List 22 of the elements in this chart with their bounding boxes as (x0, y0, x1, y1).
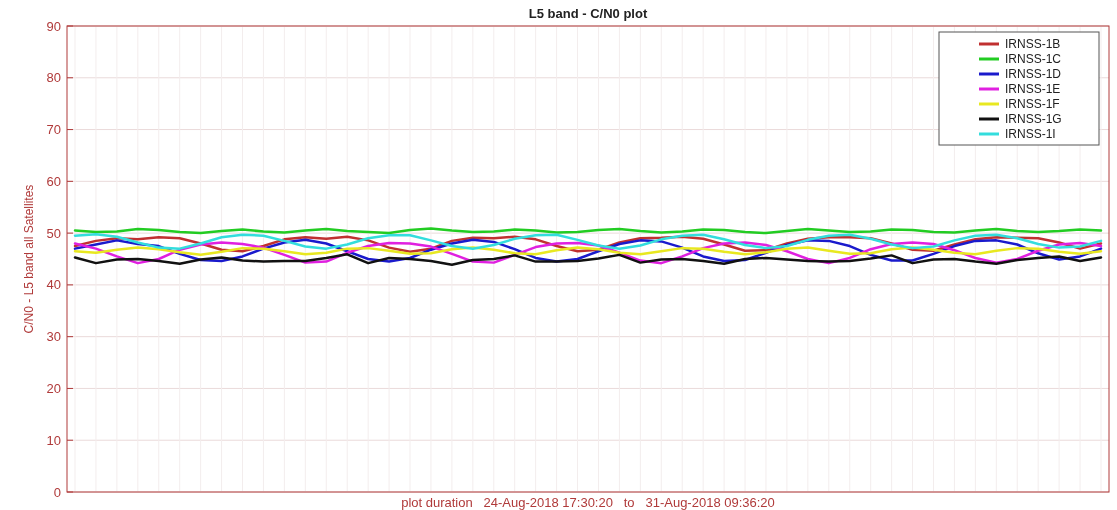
legend-label: IRNSS-1C (1005, 52, 1062, 67)
legend-label: IRNSS-1E (1005, 82, 1061, 97)
legend-label: IRNSS-1I (1005, 127, 1056, 142)
legend-label: IRNSS-1G (1005, 112, 1062, 127)
y-tick-label: 60 (46, 173, 61, 189)
y-tick-label: 10 (46, 432, 61, 448)
x-axis-title: plot duration 24-Aug-2018 17:30:20 to 31-Aug-2018 09:36:20 (401, 495, 775, 510)
chart-title: L5 band - C/N0 plot (528, 6, 648, 21)
y-tick-label: 30 (46, 329, 61, 345)
y-tick-label: 80 (46, 70, 61, 86)
y-tick-label: 50 (46, 225, 61, 241)
legend-label: IRNSS-1D (1005, 67, 1062, 82)
y-tick-label: 90 (46, 18, 61, 34)
y-tick-label: 40 (46, 277, 61, 293)
y-axis-title: C/N0 - L5 band all Satellites (22, 184, 36, 334)
y-tick-label: 20 (46, 380, 61, 396)
legend-label: IRNSS-1B (1005, 37, 1061, 52)
line-series (73, 253, 1103, 266)
y-tick-label: 0 (53, 484, 61, 500)
y-tick-label: 70 (46, 122, 61, 138)
legend-label: IRNSS-1F (1005, 97, 1060, 112)
line-series (73, 246, 1103, 257)
